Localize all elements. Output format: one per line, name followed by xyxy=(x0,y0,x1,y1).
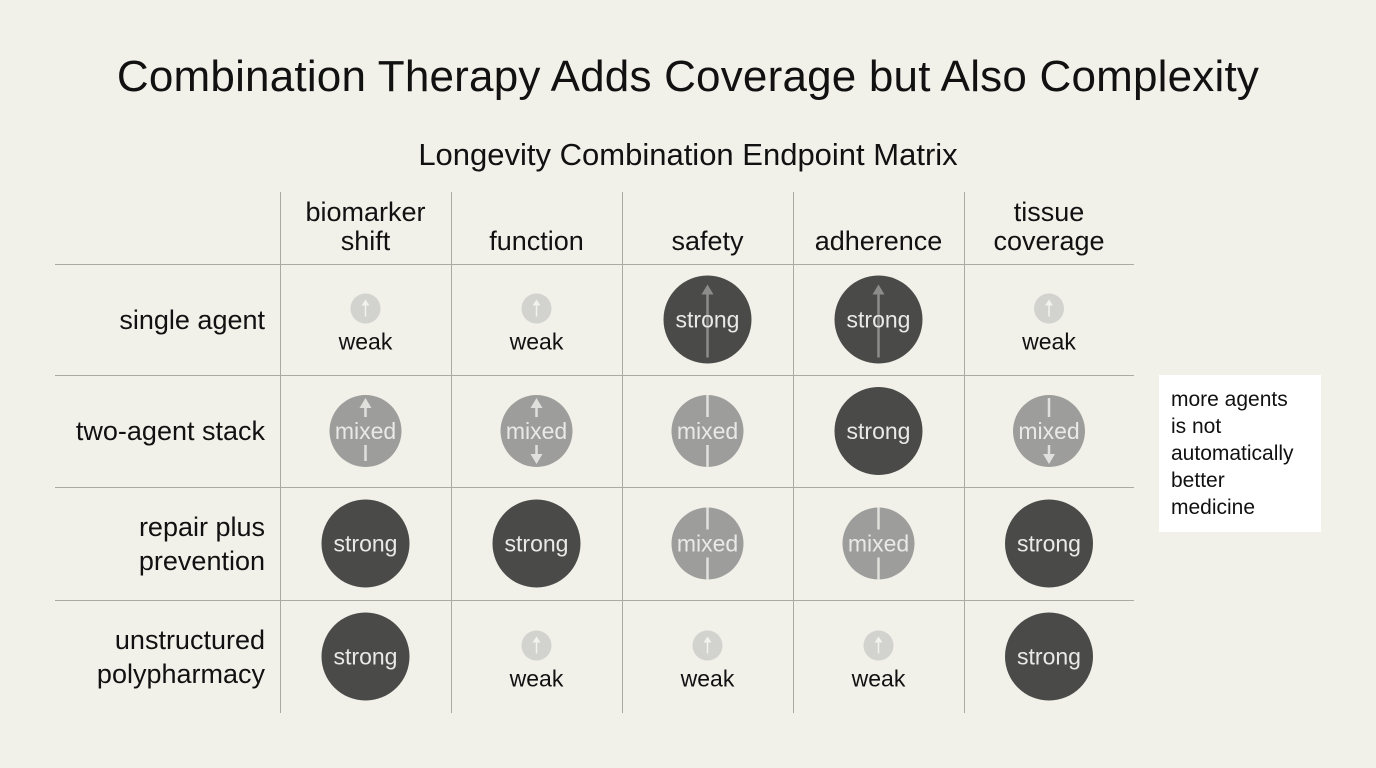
arrow-head-up xyxy=(872,284,885,295)
cell-weak: weak xyxy=(509,293,564,355)
cell-label: weak xyxy=(680,666,735,692)
level-circle xyxy=(1005,612,1093,701)
matrix-title: Longevity Combination Endpoint Matrix xyxy=(418,137,958,172)
row-header: single agent xyxy=(119,304,265,335)
arrow-up-icon xyxy=(532,299,541,306)
cell-mixed: mixed xyxy=(1013,395,1085,467)
cell-strong: strong xyxy=(834,275,923,364)
arrow-up-icon xyxy=(361,299,370,306)
cell-strong: strong xyxy=(834,387,923,475)
column-header-adherence: adherence xyxy=(814,226,943,256)
cell-strong: strong xyxy=(1005,612,1093,701)
cell-label: weak xyxy=(338,329,393,355)
page-title: Combination Therapy Adds Coverage but Al… xyxy=(116,52,1260,101)
arrow-head-up xyxy=(701,284,714,295)
level-circle xyxy=(1013,395,1085,467)
cell-label: mixed xyxy=(1018,418,1079,444)
cell-weak: weak xyxy=(1021,293,1076,355)
cell-label: strong xyxy=(847,418,911,444)
cell-label: weak xyxy=(509,666,564,692)
cell-strong: strong xyxy=(321,612,410,701)
cell-label: weak xyxy=(509,329,564,355)
cell-label: strong xyxy=(505,531,569,557)
cell-label: strong xyxy=(847,307,911,333)
arrow-head-down xyxy=(530,454,543,464)
cell-strong: strong xyxy=(321,499,410,588)
cell-label: mixed xyxy=(506,418,567,444)
cell-label: mixed xyxy=(677,418,738,444)
cell-label: strong xyxy=(1017,644,1081,670)
arrow-head-up xyxy=(359,398,372,408)
cell-weak: weak xyxy=(851,630,906,692)
cell-label: strong xyxy=(1017,531,1081,557)
level-circle xyxy=(671,395,744,467)
cell-label: mixed xyxy=(677,531,738,557)
cell-label: strong xyxy=(334,531,398,557)
column-header-biomarker: biomarker shift xyxy=(305,197,426,256)
note-box: more agents is not automatically better medi… xyxy=(1159,375,1321,532)
level-circle xyxy=(500,395,573,467)
cell-weak: weak xyxy=(338,293,393,355)
arrow-head-up xyxy=(530,398,543,408)
note-text: more agents is not automatically better medi… xyxy=(1171,388,1294,519)
level-circle xyxy=(671,507,744,580)
level-circle xyxy=(321,612,410,701)
cell-label: weak xyxy=(1021,329,1076,355)
cell-mixed: mixed xyxy=(842,507,915,580)
level-circle xyxy=(842,507,915,580)
arrow-up-icon xyxy=(1045,299,1053,306)
cell-mixed: mixed xyxy=(671,395,744,467)
cell-strong: strong xyxy=(663,275,752,364)
cell-strong: strong xyxy=(1005,499,1093,588)
column-header-safety: safety xyxy=(671,226,744,256)
arrow-up-icon xyxy=(703,636,712,643)
column-header-function: function xyxy=(489,226,584,256)
row-header: two-agent stack xyxy=(75,416,265,446)
arrow-up-icon xyxy=(874,636,883,643)
cell-mixed: mixed xyxy=(329,395,402,467)
column-header-tissue: tissue coverage xyxy=(993,197,1105,256)
cell-weak: weak xyxy=(509,630,564,692)
cell-label: weak xyxy=(851,666,906,692)
cell-mixed: mixed xyxy=(500,395,573,467)
cell-label: mixed xyxy=(848,531,909,557)
level-circle xyxy=(492,499,581,588)
cell-label: strong xyxy=(334,644,398,670)
row-header: unstructured polypharmacy xyxy=(96,624,265,689)
level-circle xyxy=(321,499,410,588)
arrow-head-down xyxy=(1043,454,1055,464)
level-circle xyxy=(329,395,402,467)
arrow-up-icon xyxy=(532,636,541,643)
level-circle xyxy=(1005,499,1093,588)
cell-strong: strong xyxy=(492,499,581,588)
level-circle xyxy=(834,387,923,475)
cell-label: mixed xyxy=(335,418,396,444)
cell-label: strong xyxy=(676,307,740,333)
cell-mixed: mixed xyxy=(671,507,744,580)
cell-weak: weak xyxy=(680,630,735,692)
row-header: repair plus prevention xyxy=(138,511,265,576)
